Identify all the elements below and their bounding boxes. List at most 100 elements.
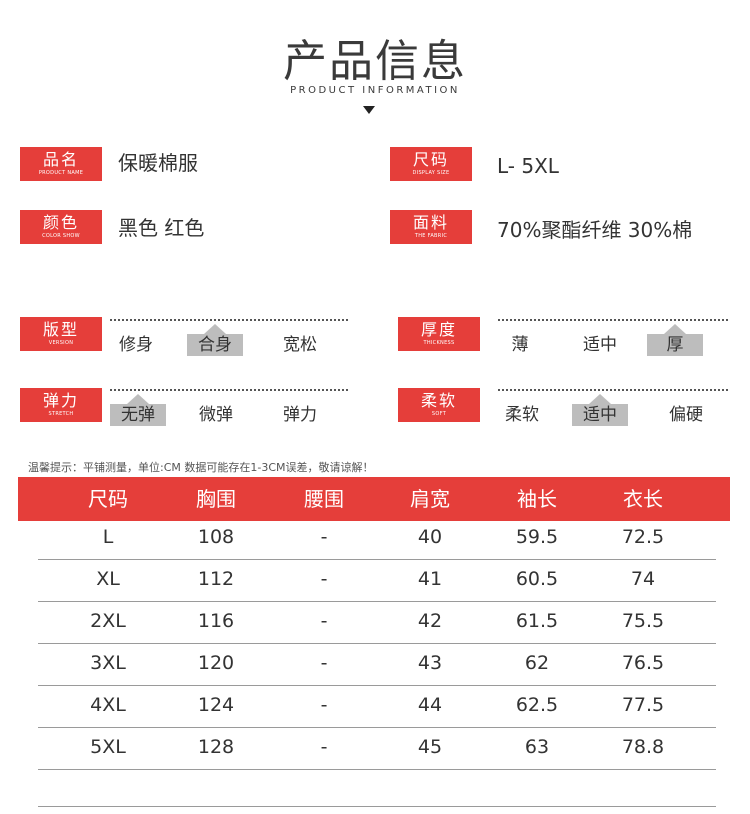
table-cell: 59.5 bbox=[515, 526, 559, 548]
table-cell: - bbox=[320, 736, 328, 758]
table-cell: 128 bbox=[197, 736, 235, 758]
tag-label-en: SOFT bbox=[431, 411, 447, 417]
tag-label: 厚度 bbox=[420, 320, 457, 339]
table-cell: 40 bbox=[417, 526, 443, 548]
table-row: XL 112 - 41 60.5 74 bbox=[38, 560, 716, 602]
tag-product-name: 品名 PRODUCT NAME bbox=[20, 147, 102, 181]
table-cell: 120 bbox=[197, 652, 235, 674]
selected-marker bbox=[127, 394, 149, 404]
table-cell: - bbox=[320, 568, 328, 590]
row-divider bbox=[38, 685, 716, 686]
table-cell: 62 bbox=[524, 652, 550, 674]
tag-soft: 柔软 SOFT bbox=[398, 388, 480, 422]
tag-color: 颜色 COLOR SHOW bbox=[20, 210, 102, 244]
row-divider bbox=[38, 601, 716, 602]
scale-option: 弹力 bbox=[283, 405, 317, 425]
tag-label-en: STRETCH bbox=[48, 411, 74, 417]
row-divider bbox=[38, 643, 716, 644]
table-cell: 3XL bbox=[90, 652, 126, 674]
scale-option: 适中 bbox=[583, 335, 617, 355]
column-header: 衣长 bbox=[623, 487, 663, 511]
scale-option-selected: 合身 bbox=[187, 334, 243, 356]
tag-label: 面料 bbox=[412, 213, 449, 232]
table-cell: 108 bbox=[197, 526, 235, 548]
table-cell: XL bbox=[96, 568, 120, 590]
table-cell: 41 bbox=[417, 568, 443, 590]
scale-dotted-line bbox=[110, 389, 348, 391]
table-row: 4XL 124 - 44 62.5 77.5 bbox=[38, 686, 716, 728]
measurement-tip: 温馨提示：平铺测量，单位:CM 数据可能存在1-3CM误差，敬请谅解！ bbox=[28, 461, 374, 474]
tag-label: 柔软 bbox=[420, 391, 457, 410]
page-subtitle: PRODUCT INFORMATION bbox=[290, 85, 460, 96]
table-cell: 60.5 bbox=[515, 568, 559, 590]
table-cell: 74 bbox=[630, 568, 656, 590]
table-bottom-divider bbox=[38, 806, 716, 807]
scale-option: 薄 bbox=[511, 335, 529, 355]
fabric-value: 70%聚酯纤维 30%棉 bbox=[497, 218, 693, 242]
selected-marker bbox=[589, 394, 611, 404]
size-value: L- 5XL bbox=[497, 154, 559, 178]
selected-marker bbox=[664, 324, 686, 334]
table-cell: 78.8 bbox=[621, 736, 665, 758]
table-cell: 44 bbox=[417, 694, 443, 716]
tag-label: 弹力 bbox=[42, 391, 79, 410]
scale-option: 宽松 bbox=[283, 335, 317, 355]
row-divider bbox=[38, 769, 716, 770]
tag-label: 品名 bbox=[42, 150, 79, 169]
tag-fabric: 面料 THE FABRIC bbox=[390, 210, 472, 244]
scale-option-selected: 适中 bbox=[572, 404, 628, 426]
table-cell: 112 bbox=[197, 568, 235, 590]
row-divider bbox=[38, 559, 716, 560]
tag-version: 版型 VERSION bbox=[20, 317, 102, 351]
tag-thickness: 厚度 THICKNESS bbox=[398, 317, 480, 351]
table-row: 3XL 120 - 43 62 76.5 bbox=[38, 644, 716, 686]
scale-dotted-line bbox=[110, 319, 348, 321]
tag-label: 尺码 bbox=[412, 150, 449, 169]
scale-option: 偏硬 bbox=[669, 405, 703, 425]
tag-label-en: VERSION bbox=[48, 340, 74, 346]
table-cell: 5XL bbox=[90, 736, 126, 758]
table-cell: 116 bbox=[197, 610, 235, 632]
table-cell: 72.5 bbox=[621, 526, 665, 548]
table-cell: 61.5 bbox=[515, 610, 559, 632]
table-cell: 45 bbox=[417, 736, 443, 758]
table-cell: 4XL bbox=[90, 694, 126, 716]
tag-label-en: COLOR SHOW bbox=[42, 233, 80, 239]
down-arrow-icon bbox=[363, 106, 375, 114]
scale-option: 微弹 bbox=[199, 405, 233, 425]
table-cell: 42 bbox=[417, 610, 443, 632]
column-header: 肩宽 bbox=[410, 487, 450, 511]
scale-option: 柔软 bbox=[505, 405, 539, 425]
column-header: 尺码 bbox=[88, 487, 128, 511]
table-row: 5XL 128 - 45 63 78.8 bbox=[38, 728, 716, 770]
tag-size: 尺码 DISPLAY SIZE bbox=[390, 147, 472, 181]
selected-marker bbox=[204, 324, 226, 334]
scale-dotted-line bbox=[498, 389, 728, 391]
table-cell: L bbox=[102, 526, 114, 548]
table-cell: - bbox=[320, 526, 328, 548]
row-divider bbox=[38, 727, 716, 728]
scale-option: 修身 bbox=[119, 335, 153, 355]
size-table-header: 尺码 胸围 腰围 肩宽 袖长 衣长 bbox=[18, 477, 730, 521]
table-cell: 63 bbox=[524, 736, 550, 758]
scale-option-selected: 厚 bbox=[647, 334, 703, 356]
column-header: 胸围 bbox=[196, 487, 236, 511]
table-cell: 62.5 bbox=[515, 694, 559, 716]
table-row: 2XL 116 - 42 61.5 75.5 bbox=[38, 602, 716, 644]
color-value: 黑色 红色 bbox=[118, 216, 205, 240]
tag-label-en: PRODUCT NAME bbox=[38, 170, 84, 176]
column-header: 腰围 bbox=[304, 487, 344, 511]
table-cell: - bbox=[320, 652, 328, 674]
table-cell: 77.5 bbox=[621, 694, 665, 716]
table-cell: 43 bbox=[417, 652, 443, 674]
tag-label-en: THE FABRIC bbox=[414, 233, 448, 239]
scale-option-selected: 无弹 bbox=[110, 404, 166, 426]
table-cell: - bbox=[320, 694, 328, 716]
table-cell: - bbox=[320, 610, 328, 632]
table-cell: 2XL bbox=[90, 610, 126, 632]
tag-label: 版型 bbox=[42, 320, 79, 339]
tag-label-en: DISPLAY SIZE bbox=[412, 170, 450, 176]
product-name-value: 保暖棉服 bbox=[118, 151, 198, 175]
scale-dotted-line bbox=[498, 319, 728, 321]
table-cell: 124 bbox=[197, 694, 235, 716]
